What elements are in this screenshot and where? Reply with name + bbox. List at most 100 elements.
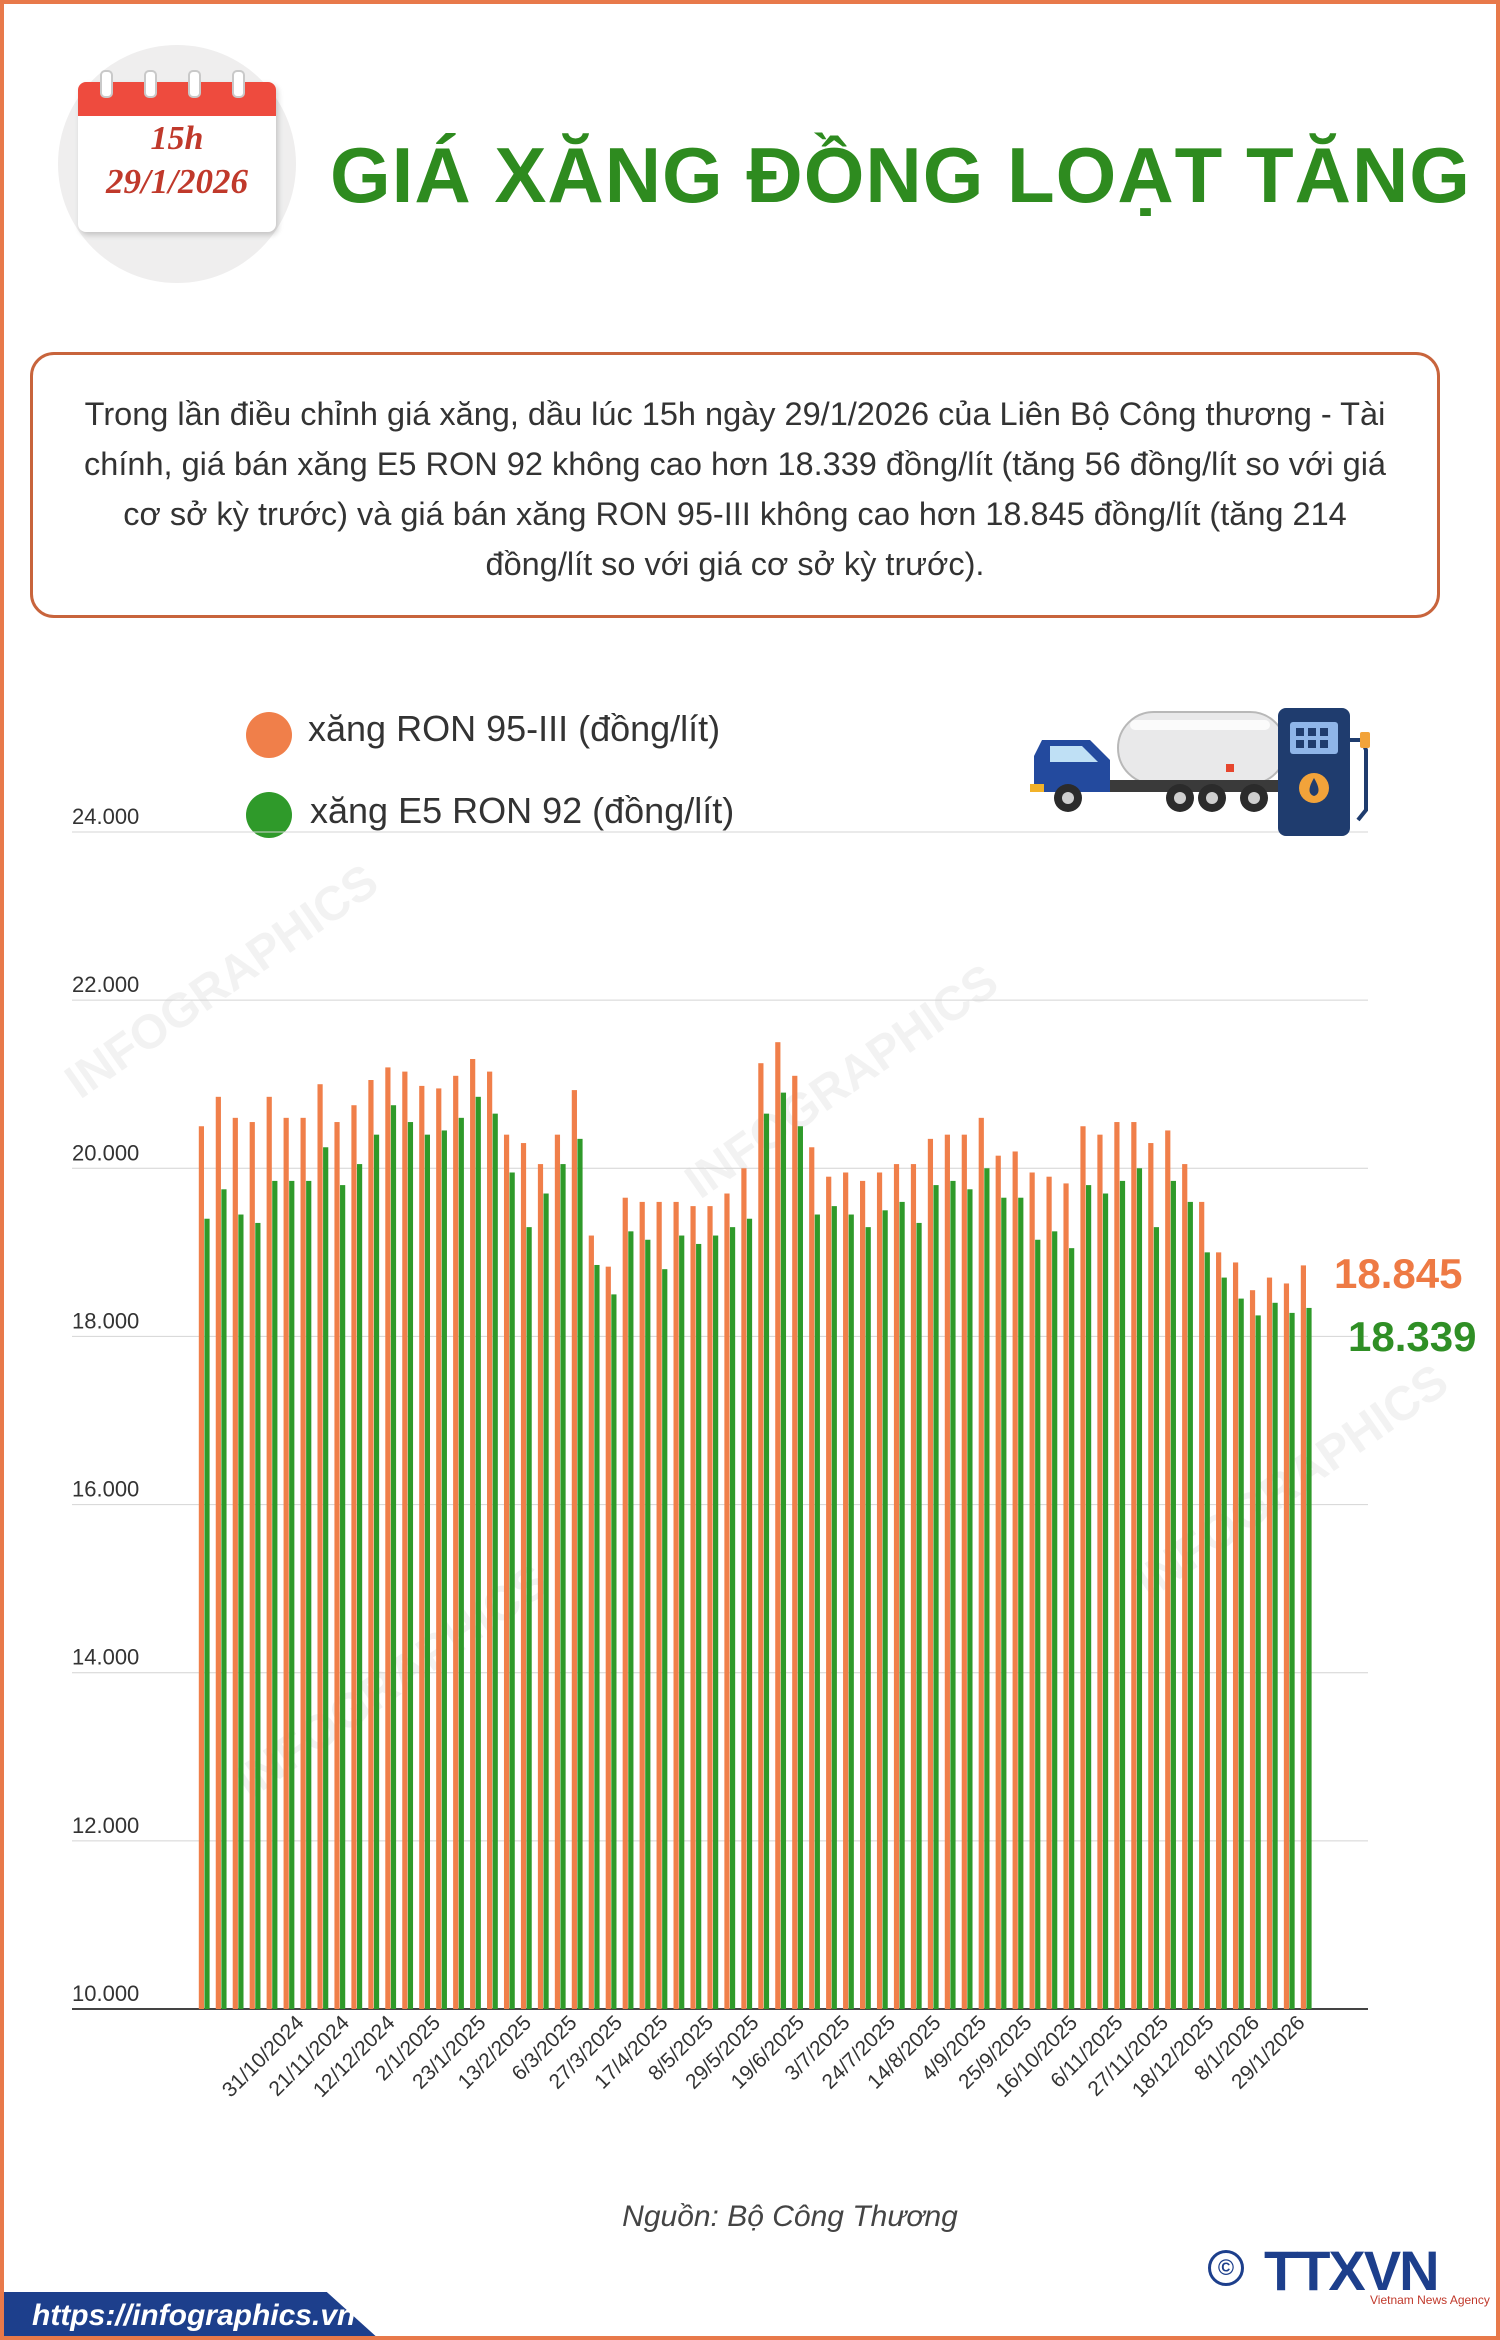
e5-bar <box>628 1231 634 2009</box>
e5-bar <box>662 1269 668 2009</box>
ron95-bar <box>249 1122 255 2009</box>
e5-bar <box>526 1227 532 2009</box>
ron95-bar <box>1097 1134 1103 2009</box>
ron95-bar <box>317 1084 323 2009</box>
ron95-bar <box>809 1147 815 2009</box>
calendar-ring <box>188 70 201 98</box>
e5-bar <box>1052 1231 1058 2009</box>
e5-bar <box>916 1222 922 2009</box>
site-link[interactable]: https://infographics.vn <box>32 2299 356 2332</box>
e5-bar <box>306 1180 312 2009</box>
calendar-ring <box>144 70 157 98</box>
ron95-bar <box>961 1134 967 2009</box>
ron95-bar <box>1216 1252 1222 2009</box>
ttxvn-logo-subtitle: Vietnam News Agency <box>1370 2293 1490 2307</box>
ron95-bar <box>1266 1277 1273 2009</box>
e5-bar <box>509 1172 515 2009</box>
e5-bar <box>238 1214 244 2009</box>
ron95-bar <box>419 1085 425 2009</box>
ron95-bar <box>741 1168 747 2009</box>
e5-bar <box>289 1180 295 2009</box>
e5-bar <box>577 1138 583 2009</box>
calendar-ring <box>100 70 113 98</box>
e5-bar <box>1289 1312 1295 2009</box>
y-tick-label: 18.000 <box>72 1308 139 1333</box>
e5-bar <box>984 1168 990 2009</box>
ron95-bar <box>876 1172 883 2009</box>
e5-bar <box>950 1180 956 2009</box>
e5-bar <box>1238 1298 1244 2009</box>
ron95-bar <box>893 1164 900 2009</box>
callout-ron95-latest: 18.845 <box>1334 1250 1463 1297</box>
e5-bar <box>1153 1227 1160 2009</box>
y-tick-label: 24.000 <box>72 804 139 829</box>
e5-bar <box>458 1117 464 2009</box>
x-axis-ticks: 31/10/202421/11/202412/12/20242/1/202523… <box>218 2011 1310 2102</box>
e5-bar <box>475 1096 481 2009</box>
ron95-bar <box>554 1134 561 2009</box>
e5-bar <box>899 1201 905 2009</box>
legend-ron95-label: xăng RON 95-III (đồng/lít) <box>308 708 721 749</box>
legend-ron95-swatch <box>246 712 292 758</box>
ron95-bar <box>1114 1122 1120 2009</box>
e5-bar <box>1001 1197 1007 2009</box>
e5-bar <box>611 1294 617 2009</box>
e5-bar <box>492 1113 498 2009</box>
e5-bar <box>221 1189 227 2009</box>
ron95-bar <box>537 1164 544 2009</box>
e5-bar <box>1018 1197 1024 2009</box>
ron95-bar <box>1046 1176 1052 2009</box>
e5-bar <box>373 1134 380 2009</box>
ron95-bar <box>792 1075 798 2009</box>
e5-bar <box>1221 1277 1227 2009</box>
e5-bar <box>272 1180 278 2009</box>
copyright-icon: © <box>1208 2250 1244 2286</box>
ron95-bar <box>1300 1265 1306 2009</box>
e5-bar <box>356 1164 363 2009</box>
ron95-bar <box>775 1042 781 2009</box>
e5-bar <box>729 1227 736 2009</box>
legend-e5-label: xăng E5 RON 92 (đồng/lít) <box>310 790 735 831</box>
ron95-bar <box>487 1071 493 2009</box>
ron95-bar <box>1029 1172 1035 2009</box>
e5-bar <box>882 1210 888 2009</box>
e5-bar <box>831 1206 837 2009</box>
ron95-bar <box>198 1126 204 2009</box>
e5-bar <box>1204 1252 1210 2009</box>
calendar-ring <box>232 70 245 98</box>
e5-bar <box>814 1214 820 2009</box>
ron95-bar <box>351 1105 357 2009</box>
ron95-bar <box>1249 1290 1256 2009</box>
ron95-bar <box>1012 1151 1018 2009</box>
e5-bar <box>1102 1193 1109 2009</box>
e5-bar <box>407 1122 414 2009</box>
ron95-bar <box>266 1096 272 2009</box>
e5-bar <box>933 1185 939 2009</box>
calendar-time: 15h <box>150 120 204 157</box>
e5-bar <box>1306 1307 1312 2009</box>
ron95-bar <box>588 1235 594 2009</box>
ron95-bar <box>944 1134 950 2009</box>
ron95-bar <box>470 1058 476 2009</box>
e5-bar <box>696 1243 702 2009</box>
ron95-bar <box>1080 1126 1086 2009</box>
y-tick-label: 10.000 <box>72 1981 139 2006</box>
e5-bar <box>323 1147 329 2009</box>
ron95-bar <box>385 1067 391 2009</box>
y-tick-label: 14.000 <box>72 1645 139 1670</box>
e5-bar <box>763 1113 770 2009</box>
svg-text:INFOGRAPHICS: INFOGRAPHICS <box>676 955 1008 1210</box>
e5-bar <box>848 1214 854 2009</box>
ron95-bar <box>724 1193 730 2009</box>
ron95-bar <box>826 1176 832 2009</box>
ron95-bar <box>927 1138 934 2009</box>
e5-bar <box>780 1092 787 2009</box>
url-banner <box>0 2292 380 2340</box>
e5-bar <box>441 1130 447 2009</box>
ron95-bar <box>622 1197 628 2009</box>
page-title: GIÁ XĂNG ĐỒNG LOẠT TĂNG <box>330 131 1471 219</box>
ron95-bar <box>843 1172 849 2009</box>
ron95-bar <box>453 1075 459 2009</box>
ron95-bar <box>1283 1283 1290 2009</box>
